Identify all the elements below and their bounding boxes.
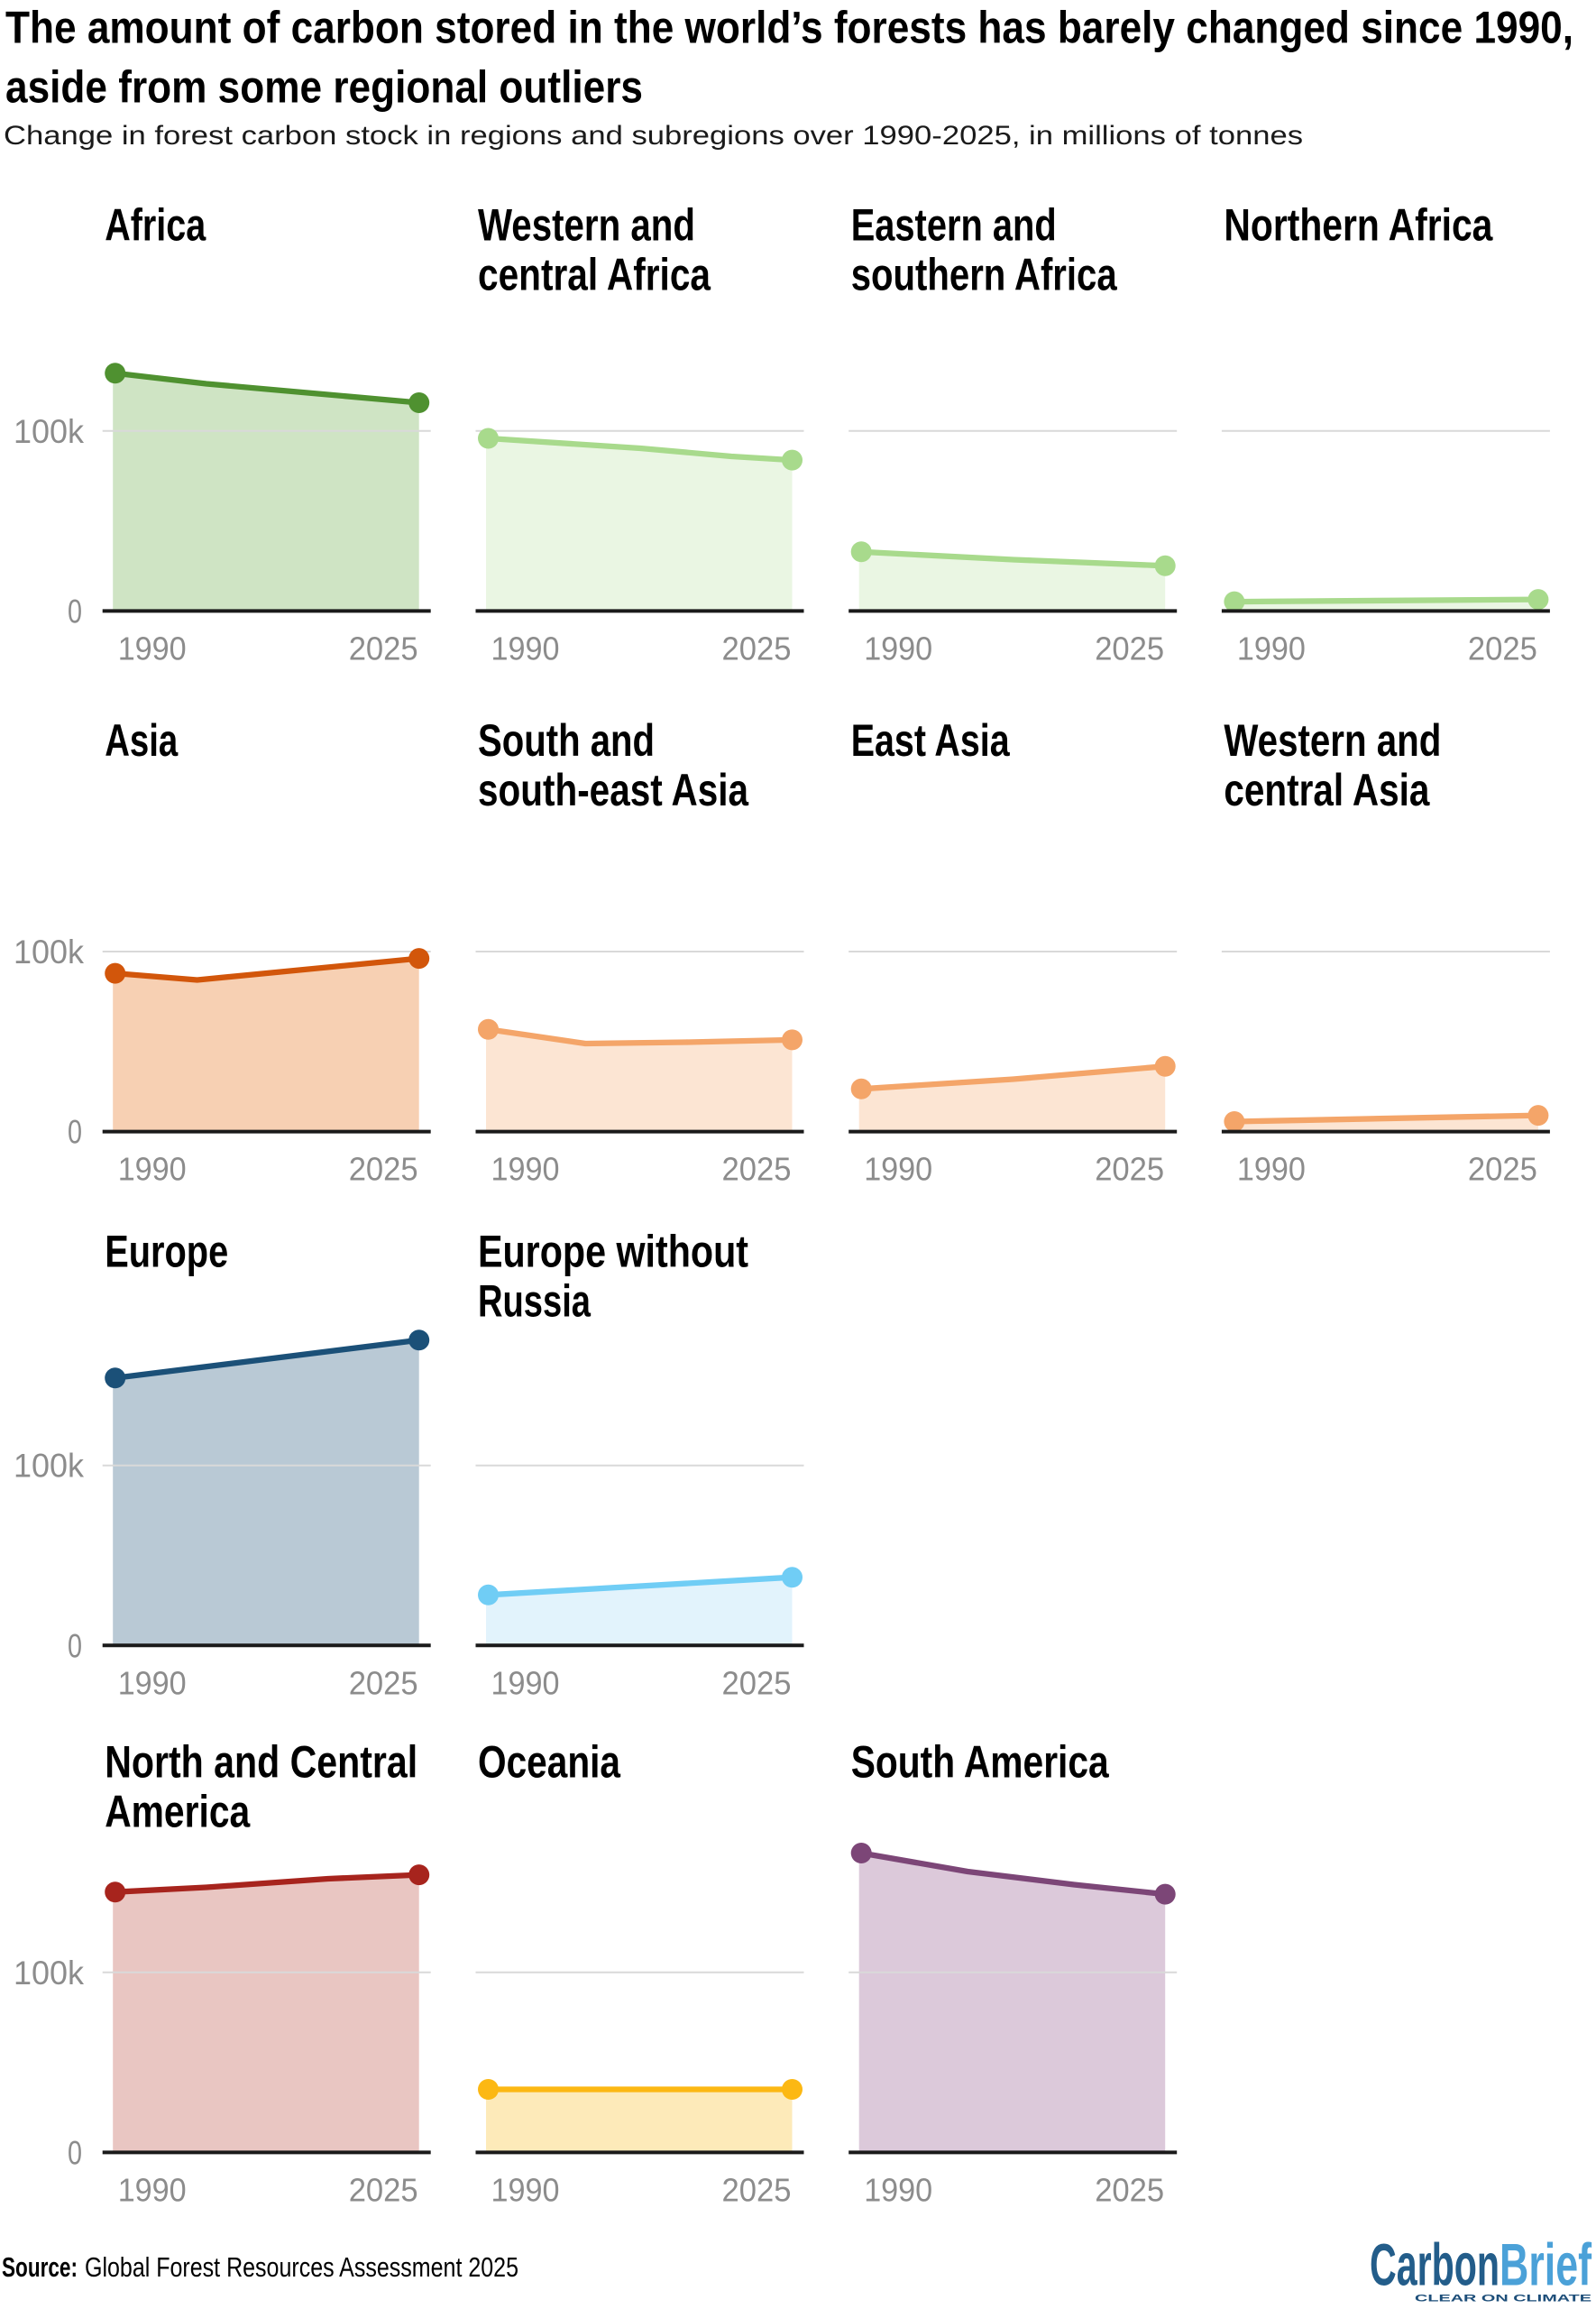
svg-text:100k: 100k: [14, 1448, 84, 1485]
svg-text:0: 0: [68, 593, 82, 630]
svg-text:2025: 2025: [722, 1151, 792, 1188]
svg-text:North and Central: North and Central: [105, 1737, 417, 1788]
svg-text:1990: 1990: [491, 1664, 560, 1701]
svg-text:2025: 2025: [722, 630, 792, 667]
svg-text:CLEAR ON CLIMATE: CLEAR ON CLIMATE: [1415, 2294, 1591, 2304]
svg-text:Europe without: Europe without: [478, 1227, 748, 1277]
svg-text:Asia: Asia: [105, 715, 179, 766]
svg-text:South and: South and: [478, 715, 655, 766]
svg-text:2025: 2025: [349, 1151, 418, 1188]
svg-text:2025: 2025: [349, 1664, 418, 1701]
svg-text:100k: 100k: [14, 934, 84, 971]
svg-text:Carbon: Carbon: [1370, 2231, 1500, 2298]
svg-text:0: 0: [68, 1627, 82, 1664]
svg-text:2025: 2025: [1095, 1151, 1164, 1188]
svg-text:100k: 100k: [14, 1955, 84, 1992]
svg-text:1990: 1990: [864, 2171, 932, 2208]
svg-text:1990: 1990: [1237, 1151, 1306, 1188]
svg-text:Europe: Europe: [105, 1227, 228, 1277]
svg-text:1990: 1990: [491, 630, 560, 667]
svg-text:1990: 1990: [118, 2171, 187, 2208]
svg-text:1990: 1990: [864, 1151, 932, 1188]
svg-text:Global Forest Resources Assess: Global Forest Resources Assessment 2025: [85, 2251, 518, 2283]
svg-text:1990: 1990: [118, 1664, 187, 1701]
svg-text:East Asia: East Asia: [851, 715, 1011, 766]
svg-text:Western and: Western and: [1224, 715, 1441, 766]
svg-text:Change in forest carbon stock: Change in forest carbon stock in regions…: [4, 121, 1303, 151]
svg-text:0: 0: [68, 2134, 82, 2171]
svg-text:1990: 1990: [1237, 630, 1306, 667]
svg-text:central Asia: central Asia: [1224, 765, 1430, 815]
svg-text:2025: 2025: [1095, 630, 1164, 667]
svg-text:America: America: [105, 1787, 251, 1837]
svg-text:Oceania: Oceania: [478, 1737, 621, 1788]
svg-text:central Africa: central Africa: [478, 249, 711, 299]
svg-text:Eastern and: Eastern and: [851, 199, 1057, 250]
svg-text:1990: 1990: [491, 2171, 560, 2208]
svg-text:2025: 2025: [349, 2171, 418, 2208]
svg-text:Northern Africa: Northern Africa: [1224, 199, 1493, 250]
svg-text:2025: 2025: [1468, 630, 1537, 667]
svg-text:2025: 2025: [349, 630, 418, 667]
svg-text:Source:: Source:: [2, 2251, 78, 2283]
svg-text:The amount of carbon stored in: The amount of carbon stored in the world…: [5, 3, 1573, 53]
svg-text:aside from some regional outli: aside from some regional outliers: [5, 62, 643, 113]
svg-text:1990: 1990: [118, 630, 187, 667]
svg-text:1990: 1990: [491, 1151, 560, 1188]
svg-text:1990: 1990: [864, 630, 932, 667]
svg-text:Africa: Africa: [105, 199, 206, 250]
svg-text:1990: 1990: [118, 1151, 187, 1188]
svg-text:Russia: Russia: [478, 1276, 592, 1327]
svg-text:2025: 2025: [1468, 1151, 1537, 1188]
svg-text:southern Africa: southern Africa: [851, 249, 1118, 299]
svg-text:Western and: Western and: [478, 199, 695, 250]
svg-text:100k: 100k: [14, 413, 84, 450]
svg-text:south-east Asia: south-east Asia: [478, 765, 749, 815]
svg-text:Brief: Brief: [1500, 2231, 1592, 2298]
svg-text:2025: 2025: [722, 1664, 792, 1701]
svg-text:South America: South America: [851, 1737, 1110, 1788]
svg-text:2025: 2025: [722, 2171, 792, 2208]
svg-text:0: 0: [68, 1114, 82, 1151]
svg-text:2025: 2025: [1095, 2171, 1164, 2208]
